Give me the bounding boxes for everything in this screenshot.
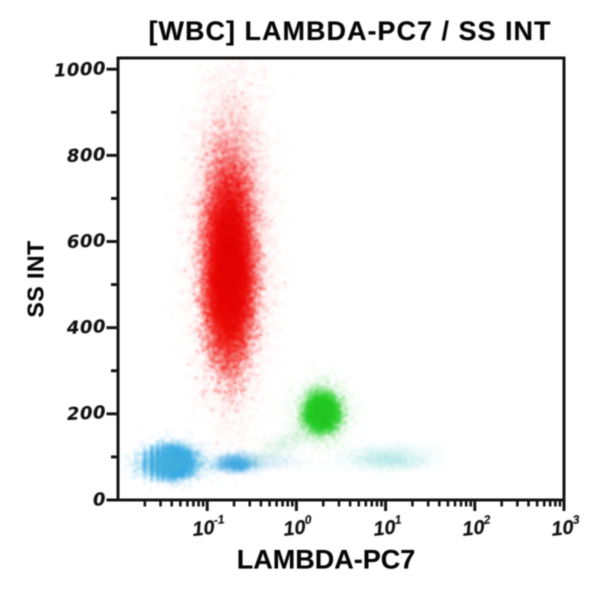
x-axis-title: LAMBDA-PC7 bbox=[236, 544, 416, 575]
y-tick-label: 400 bbox=[66, 316, 107, 340]
plot-title: [WBC] LAMBDA-PC7 / SS INT bbox=[148, 16, 552, 46]
y-tick-label: 800 bbox=[66, 143, 107, 167]
y-tick-label: 200 bbox=[66, 402, 107, 426]
y-tick-label: 600 bbox=[66, 230, 107, 254]
y-tick-label: 1000 bbox=[53, 57, 107, 82]
y-tick-label: 0 bbox=[92, 488, 107, 511]
